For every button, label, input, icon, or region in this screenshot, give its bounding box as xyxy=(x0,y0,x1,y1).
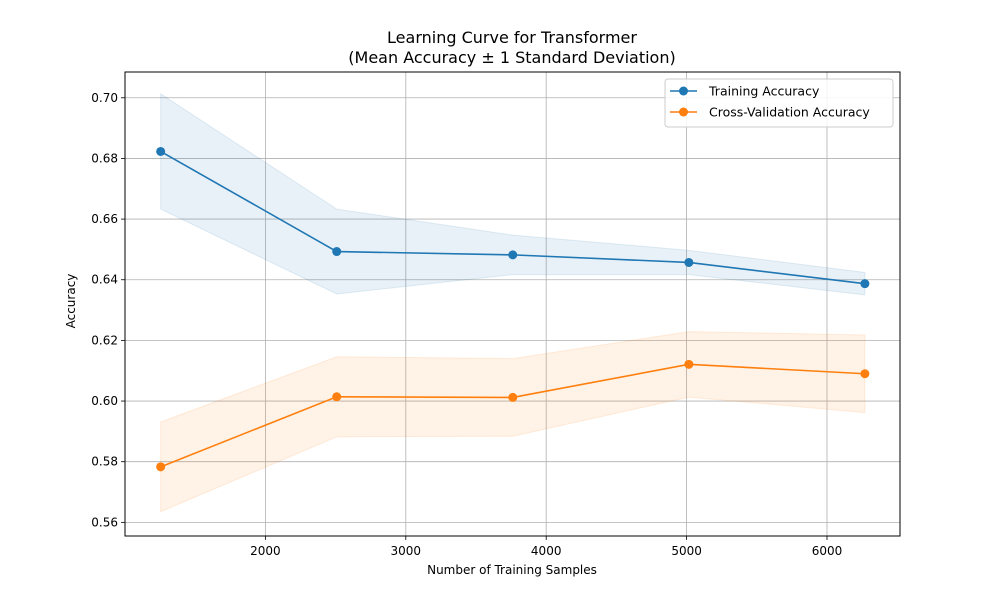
legend-box xyxy=(664,78,894,128)
x-tick-label: 5000 xyxy=(671,544,702,558)
std-bands xyxy=(160,92,866,513)
std-band-0 xyxy=(160,92,866,296)
data-point xyxy=(332,392,342,402)
chart-subtitle: (Mean Accuracy ± 1 Standard Deviation) xyxy=(348,48,675,67)
x-tick-label: 4000 xyxy=(531,544,562,558)
legend: Training Accuracy Cross-Validation Accura… xyxy=(664,78,894,128)
data-point xyxy=(860,279,870,289)
legend-marker-0 xyxy=(679,86,688,96)
y-tick-label: 0.64 xyxy=(91,273,118,287)
y-tick-label: 0.70 xyxy=(91,91,118,105)
data-point xyxy=(156,146,166,156)
y-axis-label: Accuracy xyxy=(64,274,78,329)
y-tick-label: 0.58 xyxy=(91,455,118,469)
series-points xyxy=(156,146,870,472)
data-point xyxy=(332,247,342,257)
plot-frame xyxy=(124,71,901,537)
std-band-1 xyxy=(160,331,866,513)
x-tick-label: 3000 xyxy=(391,544,422,558)
legend-label-0: Training Accuracy xyxy=(708,84,820,99)
legend-marker-1 xyxy=(679,107,688,117)
x-tick-label: 2000 xyxy=(250,544,281,558)
legend-items: Training Accuracy Cross-Validation Accura… xyxy=(670,84,870,120)
y-tick-label: 0.62 xyxy=(91,333,118,347)
axis-ticks: 2000 3000 4000 5000 6000 0.56 0.58 0.60 0.62 0.64… xyxy=(91,91,842,558)
x-tick-label: 6000 xyxy=(812,544,843,558)
x-axis-label: Number of Training Samples xyxy=(427,563,597,577)
y-tick-label: 0.56 xyxy=(91,515,118,529)
chart-title: Learning Curve for Transformer xyxy=(387,28,637,47)
data-point xyxy=(508,392,518,402)
y-tick-label: 0.66 xyxy=(91,212,118,226)
data-point xyxy=(508,250,518,260)
data-point xyxy=(684,359,694,369)
data-point xyxy=(684,257,694,267)
y-tick-label: 0.60 xyxy=(91,394,118,408)
y-tick-label: 0.68 xyxy=(91,151,118,165)
legend-label-1: Cross-Validation Accuracy xyxy=(709,105,870,120)
data-point xyxy=(156,462,166,472)
data-point xyxy=(860,369,870,379)
